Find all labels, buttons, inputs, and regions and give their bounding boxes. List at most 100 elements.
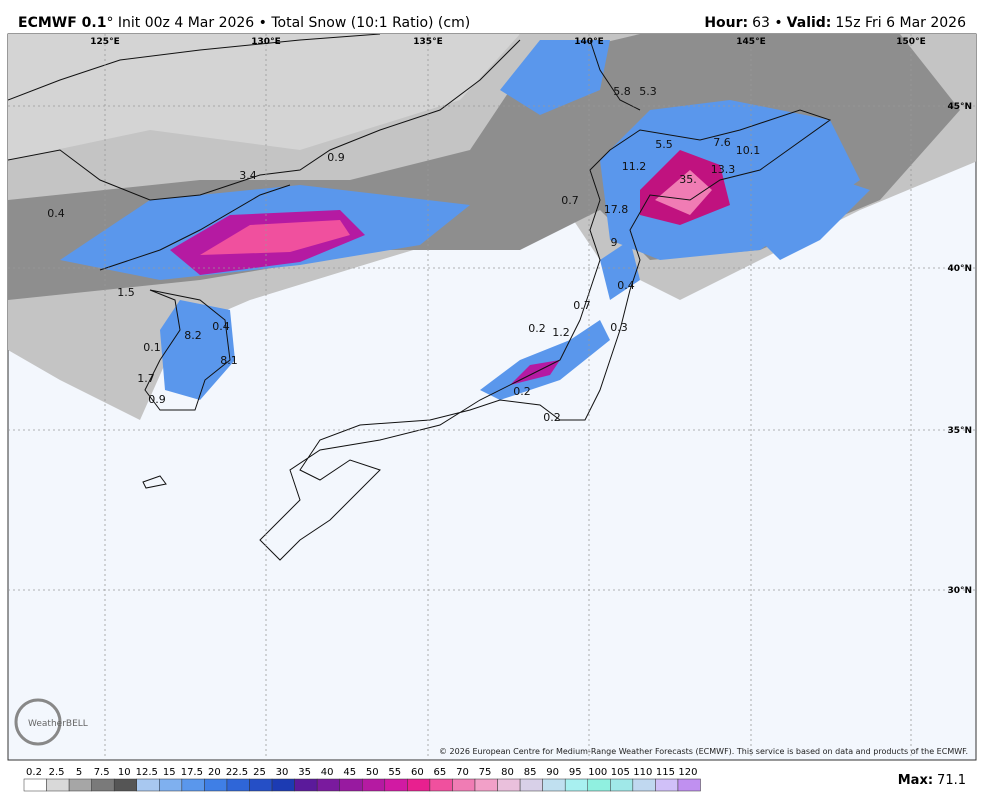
- legend-label: 120: [678, 767, 697, 778]
- header-left: ECMWF 0.1° Init 00z 4 Mar 2026 • Total S…: [18, 15, 470, 31]
- legend-label: 110: [633, 767, 652, 778]
- legend-label: 85: [524, 767, 537, 778]
- legend-label: 7.5: [94, 767, 110, 778]
- longitude-label: 145°E: [736, 37, 765, 47]
- point-label: 0.4: [212, 320, 230, 333]
- legend: 0.2 2.5 5 7.5 10 12.5 15 17.5 20 22.5 25 30 35 40 45 50…: [23, 767, 701, 792]
- point-label: 0.2: [528, 322, 546, 335]
- legend-swatch: [362, 778, 386, 792]
- legend-label: 17.5: [181, 767, 203, 778]
- point-label: 5.5: [655, 138, 673, 151]
- point-label: 0.3: [610, 321, 628, 334]
- legend-swatch: [226, 778, 250, 792]
- legend-swatch: [542, 778, 566, 792]
- map: 125°E 130°E 135°E 140°E 145°E 150°E 45°N 40°N 35…: [7, 33, 977, 761]
- legend-label: 55: [388, 767, 401, 778]
- legend-label: 105: [611, 767, 630, 778]
- legend-label: 40: [321, 767, 334, 778]
- legend-label: 60: [411, 767, 424, 778]
- hour-label: Hour:: [704, 15, 748, 31]
- graticule: 125°E 130°E 135°E 140°E 145°E 150°E 45°N 40°N 35…: [8, 34, 976, 760]
- legend-swatch: [68, 778, 92, 792]
- legend-swatch: [384, 778, 408, 792]
- legend-label: 25: [253, 767, 266, 778]
- legend-label: 2.5: [49, 767, 65, 778]
- longitude-label: 135°E: [413, 37, 442, 47]
- point-label: 0.9: [148, 393, 166, 406]
- point-label: 0.7: [561, 194, 579, 207]
- point-label: 0.4: [47, 207, 65, 220]
- legend-swatch: [249, 778, 273, 792]
- legend-swatch: [452, 778, 476, 792]
- latitude-label: 35°N: [947, 426, 972, 436]
- legend-swatch: [610, 778, 634, 792]
- legend-label: 22.5: [226, 767, 248, 778]
- point-labels: 5.8 5.3 5.5 7.6 10.1 11.2 35. 13.3 0.9 3.4 0.4 0.7 1…: [47, 85, 760, 424]
- legend-label: 95: [569, 767, 582, 778]
- legend-label: 10: [118, 767, 131, 778]
- legend-swatch: [294, 778, 318, 792]
- point-label: 10.1: [736, 144, 761, 157]
- legend-swatch: [655, 778, 679, 792]
- point-label: 1.7: [137, 372, 155, 385]
- longitude-label: 140°E: [574, 37, 603, 47]
- legend-label: 65: [434, 767, 447, 778]
- legend-swatch: [159, 778, 183, 792]
- valid: 15z Fri 6 Mar 2026: [835, 15, 966, 31]
- point-label: 1.5: [117, 286, 135, 299]
- max-label: Max:: [898, 773, 933, 788]
- model: ECMWF 0.1: [18, 15, 106, 31]
- legend-swatch: [474, 778, 498, 792]
- point-label: 0.9: [327, 151, 345, 164]
- legend-swatch: [587, 778, 611, 792]
- legend-swatch: [113, 778, 137, 792]
- legend-swatch: [564, 778, 589, 792]
- legend-swatch: [429, 778, 453, 792]
- legend-swatch: [497, 778, 521, 792]
- point-label: 8.1: [220, 354, 238, 367]
- max: Max: 71.1: [898, 773, 966, 788]
- legend-label: 30: [276, 767, 289, 778]
- point-label: 35.: [679, 173, 697, 186]
- latitude-label: 40°N: [947, 264, 972, 274]
- legend-label: 90: [546, 767, 559, 778]
- longitude-label: 130°E: [251, 37, 280, 47]
- point-label: 11.2: [622, 160, 647, 173]
- hour: 63 •: [752, 15, 783, 31]
- legend-swatch: [23, 778, 47, 792]
- copyright: © 2026 European Centre for Medium-Range …: [439, 747, 968, 756]
- legend-label: 45: [343, 767, 356, 778]
- legend-swatch: [46, 778, 70, 792]
- point-label: 7.6: [713, 136, 731, 149]
- logo-text: WeatherBELL: [28, 719, 88, 729]
- longitude-label: 125°E: [90, 37, 119, 47]
- point-label: 3.4: [239, 169, 257, 182]
- legend-label: 35: [298, 767, 311, 778]
- snow-field: [8, 34, 976, 561]
- legend-label: 15: [163, 767, 176, 778]
- legend-label: 5: [76, 767, 82, 778]
- legend-label: 80: [501, 767, 514, 778]
- legend-swatch: [519, 778, 543, 792]
- legend-swatch: [407, 778, 431, 792]
- point-label: 0.7: [573, 299, 591, 312]
- point-label: 5.8: [613, 85, 631, 98]
- legend-label: 100: [588, 767, 607, 778]
- legend-swatch: [204, 778, 228, 792]
- legend-label: 12.5: [136, 767, 158, 778]
- legend-swatch: [91, 778, 115, 792]
- point-label: 17.8: [604, 203, 629, 216]
- legend-swatch: [677, 778, 701, 792]
- legend-label: 115: [656, 767, 675, 778]
- latitude-label: 45°N: [947, 102, 972, 112]
- point-label: 0.2: [543, 411, 561, 424]
- point-label: 1.2: [552, 326, 570, 339]
- point-label: 0.1: [143, 341, 161, 354]
- point-label: 0.2: [513, 385, 531, 398]
- max-value: 71.1: [937, 773, 966, 788]
- legend-label: 70: [456, 767, 469, 778]
- latitude-label: 30°N: [947, 586, 972, 596]
- point-label: 13.3: [711, 163, 736, 176]
- legend-label: 0.2: [26, 767, 42, 778]
